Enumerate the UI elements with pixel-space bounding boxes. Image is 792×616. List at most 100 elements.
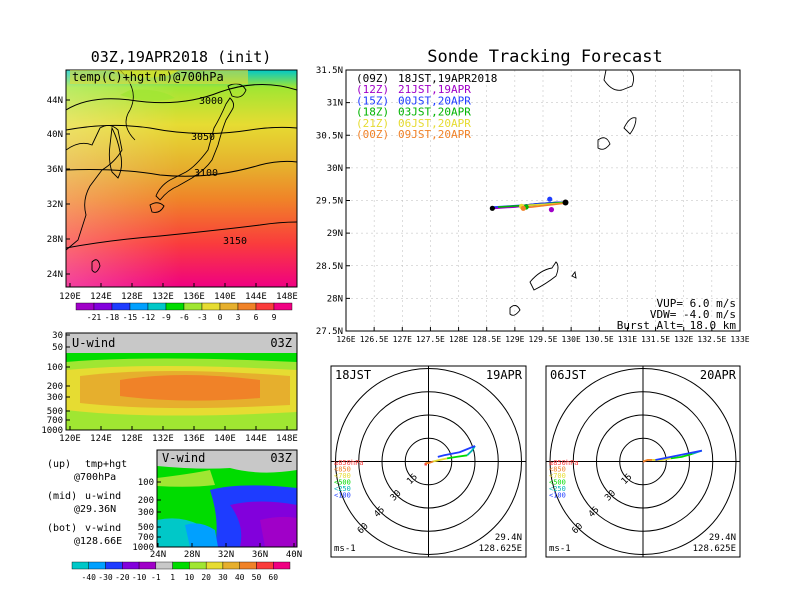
lon-tick-label: 132E [674,335,693,344]
colorbar-label: -1 [151,573,161,582]
colorbar-label: 10 [185,573,195,582]
note-tag: (up) [47,459,71,470]
colorbar-swatch [189,561,207,570]
pressure-tick-label: 50 [52,343,63,353]
param-burst: Burst Alt= 18.0 km [617,319,737,332]
polar-lat: 29.4N [709,533,736,543]
track-legend: (09Z) 18JST,19APR2018 (12Z) 21JST,19APR (15Z… [356,72,497,141]
note-sub: @128.66E [74,536,122,547]
lat-tick-label: 28N [184,550,200,560]
map-lon-ticks: 120E 124E 128E 132E 136E 140E 144E 148E [59,283,298,302]
colorbar-label: -30 [98,573,113,582]
hodograph-line [425,460,434,464]
colorbar-label: -21 [87,313,102,322]
track-land [509,70,637,316]
lon-tick-label: 124E [90,292,112,302]
lon-tick-label: 129.5E [529,335,558,344]
contour-label: 3150 [223,236,247,247]
lon-tick-label: 132.5E [697,335,726,344]
lon-tick-label: 144E [245,292,267,302]
map-colorbar: -21 -18 -15 -12 -9 -6 -3 0 3 6 9 [75,302,293,322]
lat-tick-label: 27.5N [316,327,343,337]
legend-label: 06JST,20APR [398,117,471,130]
v-wind-field [157,450,297,547]
u-wind-field [66,333,297,430]
pressure-tick-label: 300 [138,508,154,518]
pressure-tick-label: 30 [52,331,63,341]
lon-tick-label: 131E [618,335,637,344]
hodograph-line [466,445,476,456]
polar-time-label: 06JST [550,368,586,382]
pressure-legend-item: ≥850hPa [334,459,364,467]
lon-tick-label: 130E [562,335,581,344]
pressure-tick-label: 200 [47,382,63,392]
pressure-tick-label: 100 [47,363,63,373]
colorbar-swatch [205,561,224,570]
colorbar-label: 60 [268,573,278,582]
colorbar-label: 3 [236,313,241,322]
note-text: v-wind [85,523,121,534]
param-vup: VUP= 6.0 m/s [657,297,736,310]
polar-date-label: 19APR [486,368,523,382]
lon-tick-label: 132E [152,434,174,444]
track-lon-ticks: 126E 126.5E 127E 127.5E 128E 128.5E 129E 129.5E… [336,327,750,344]
landing-point [547,196,553,202]
pressure-tick-label: 300 [47,393,63,403]
lon-tick-label: 120E [59,292,81,302]
colorbar-label: -15 [123,313,138,322]
colorbar-swatch [255,302,275,311]
track-grid [346,70,740,331]
polar-lon: 128.625E [479,544,522,554]
contour-label: 3000 [199,96,223,107]
temperature-map: 3000 3050 3100 3150 [66,70,297,287]
pressure-legend-item: <850 [334,466,351,474]
param-vdw: VDW= -4.0 m/s [650,308,736,321]
contour-label: 3100 [194,168,218,179]
pressure-tick-label: 500 [138,523,154,533]
v-wind-frame [156,449,298,548]
legend-label: 18JST,19APR2018 [398,72,497,85]
legend-code: (12Z) [356,83,389,96]
lon-tick-label: 136E [183,434,205,444]
note-tag: (bot) [47,523,77,534]
colorbar-label: 6 [254,313,259,322]
lon-tick-label: 128E [449,335,468,344]
colorbar-swatch [138,561,157,570]
lon-tick-label: 126E [336,335,355,344]
colorbar-swatch [237,302,257,311]
lat-tick-label: 28.5N [316,262,343,272]
colorbar-swatch [273,302,293,311]
track-params: VUP= 6.0 m/s VDW= -4.0 m/s Burst Alt= 18… [617,297,737,332]
lon-tick-label: 132E [152,292,174,302]
colorbar-swatch [75,302,95,311]
colorbar-swatch [273,561,291,570]
colorbar-swatch [88,561,106,570]
lon-tick-label: 128.5E [472,335,501,344]
lat-tick-label: 31N [327,99,343,109]
colorbar-swatch [111,302,131,311]
lon-tick-label: 128E [121,292,143,302]
legend-code: (18Z) [356,106,389,119]
colorbar-swatch [165,302,185,311]
lat-tick-label: 28N [327,294,343,304]
colorbar-swatch [239,561,257,570]
colorbar-swatch [155,561,173,570]
note-text: tmp+hgt [85,459,127,470]
pressure-legend-item: <700 [549,472,566,480]
lat-tick-label: 31.5N [316,66,343,76]
lat-tick-label: 29.5N [316,197,343,207]
lon-tick-label: 144E [245,434,267,444]
launch-point [562,199,569,206]
colorbar-label: -40 [82,573,97,582]
lat-tick-label: 36N [252,550,268,560]
colorbar-label: 20 [201,573,211,582]
hodograph-line [652,457,672,461]
hodograph-line [670,452,693,460]
note-sub: @29.36N [74,504,116,515]
pressure-legend-item: <250 [334,485,351,493]
polar-lon: 128.625E [693,544,736,554]
landing-point [520,205,526,211]
colorbar-swatch [93,302,113,311]
